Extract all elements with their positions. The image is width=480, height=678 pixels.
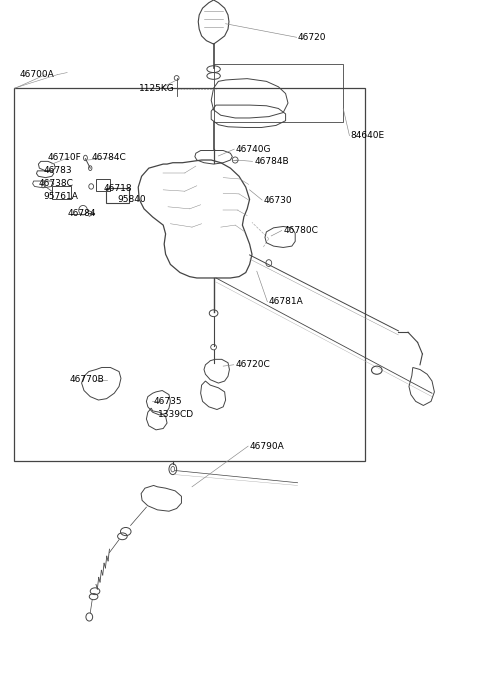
Text: 1339CD: 1339CD xyxy=(158,410,194,420)
Text: 1125KG: 1125KG xyxy=(139,83,175,93)
Text: 95840: 95840 xyxy=(118,195,146,204)
Text: 46710F: 46710F xyxy=(48,153,82,162)
Bar xyxy=(14,88,365,461)
Text: 46738C: 46738C xyxy=(38,178,73,188)
Bar xyxy=(52,186,71,199)
Text: 46730: 46730 xyxy=(264,195,293,205)
Text: 46784C: 46784C xyxy=(91,153,126,162)
Text: 46783: 46783 xyxy=(43,166,72,176)
Text: 46718: 46718 xyxy=(103,184,132,193)
Text: 46740G: 46740G xyxy=(235,144,271,154)
Text: 46720: 46720 xyxy=(298,33,326,42)
Text: 46770B: 46770B xyxy=(70,375,104,384)
Text: 46720C: 46720C xyxy=(235,360,270,370)
Text: 46735: 46735 xyxy=(154,397,182,406)
Bar xyxy=(106,188,129,203)
Text: 46781A: 46781A xyxy=(269,297,303,306)
Text: 46790A: 46790A xyxy=(250,441,284,451)
Text: 46780C: 46780C xyxy=(283,226,318,235)
Text: 46784: 46784 xyxy=(67,209,96,218)
Text: 46700A: 46700A xyxy=(19,70,54,79)
Bar xyxy=(96,179,110,191)
Bar xyxy=(214,64,343,122)
Text: 46784B: 46784B xyxy=(254,157,289,166)
Text: 95761A: 95761A xyxy=(43,192,78,201)
Text: 84640E: 84640E xyxy=(350,131,384,140)
